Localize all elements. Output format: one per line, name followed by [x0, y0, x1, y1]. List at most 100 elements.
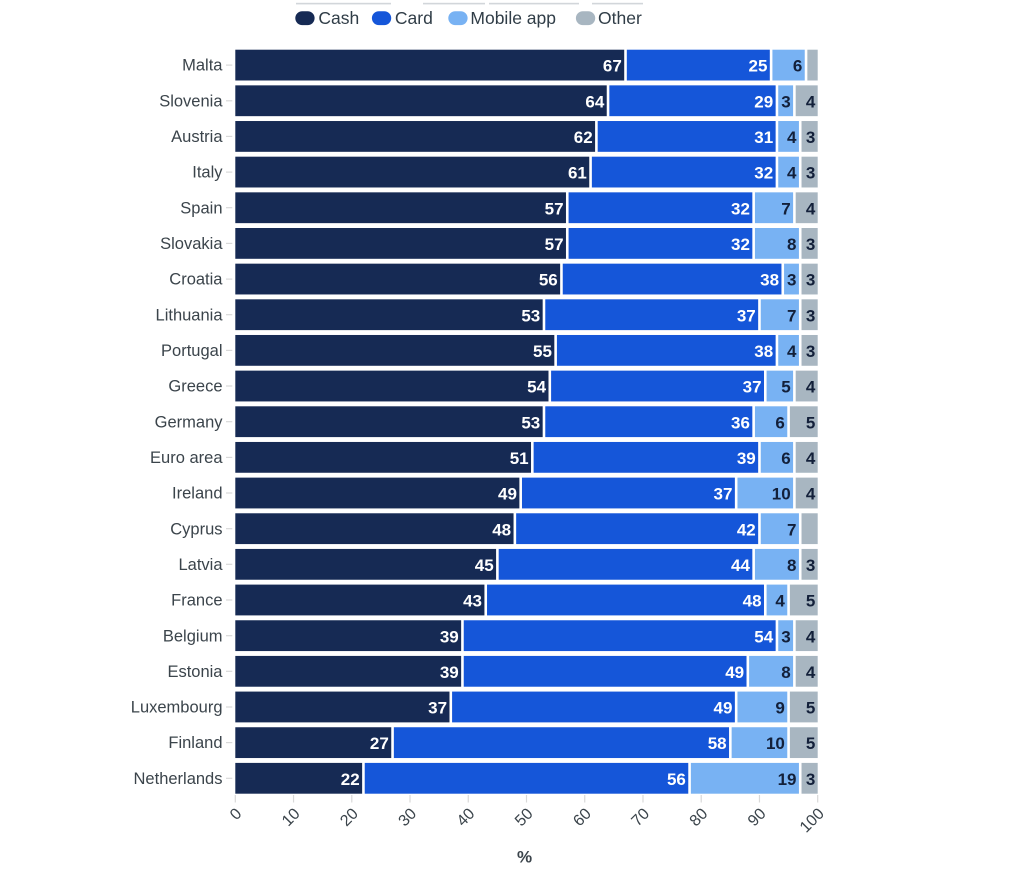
svg-text:32: 32: [754, 164, 773, 183]
svg-text:Cash: Cash: [318, 8, 359, 28]
svg-text:Greece: Greece: [168, 378, 222, 396]
svg-text:Belgium: Belgium: [163, 627, 223, 645]
svg-text:44: 44: [731, 556, 750, 575]
svg-text:Cyprus: Cyprus: [170, 520, 222, 538]
svg-text:62: 62: [574, 128, 593, 147]
svg-text:Euro area: Euro area: [150, 449, 223, 467]
svg-text:19: 19: [778, 770, 797, 789]
svg-text:43: 43: [463, 592, 482, 611]
svg-text:3: 3: [806, 235, 815, 254]
svg-text:5: 5: [806, 734, 815, 753]
svg-text:51: 51: [510, 449, 529, 468]
svg-text:8: 8: [787, 235, 796, 254]
svg-text:54: 54: [527, 378, 546, 397]
svg-text:49: 49: [498, 485, 517, 504]
svg-text:Portugal: Portugal: [161, 342, 222, 360]
svg-text:Croatia: Croatia: [169, 271, 223, 289]
svg-text:48: 48: [743, 592, 762, 611]
svg-text:4: 4: [806, 449, 816, 468]
svg-text:4: 4: [787, 342, 797, 361]
svg-text:38: 38: [760, 271, 779, 290]
svg-text:Germany: Germany: [155, 413, 224, 431]
svg-text:49: 49: [714, 699, 733, 718]
svg-text:Italy: Italy: [192, 164, 223, 182]
svg-text:3: 3: [787, 271, 796, 290]
svg-text:3: 3: [806, 342, 815, 361]
svg-text:56: 56: [539, 271, 558, 290]
svg-text:8: 8: [781, 663, 790, 682]
svg-text:53: 53: [521, 413, 540, 432]
svg-text:Lithuania: Lithuania: [156, 306, 224, 324]
svg-text:32: 32: [731, 235, 750, 254]
svg-text:38: 38: [754, 342, 773, 361]
svg-text:55: 55: [533, 342, 552, 361]
svg-text:32: 32: [731, 199, 750, 218]
svg-text:54: 54: [754, 627, 773, 646]
svg-text:10: 10: [766, 734, 785, 753]
svg-text:27: 27: [370, 734, 389, 753]
svg-text:57: 57: [545, 199, 564, 218]
svg-text:64: 64: [585, 92, 604, 111]
svg-text:37: 37: [428, 699, 447, 718]
svg-text:57: 57: [545, 235, 564, 254]
svg-text:Estonia: Estonia: [167, 663, 223, 681]
svg-text:4: 4: [806, 199, 816, 218]
svg-text:39: 39: [440, 627, 459, 646]
svg-text:22: 22: [341, 770, 360, 789]
svg-text:8: 8: [787, 556, 796, 575]
svg-text:%: %: [517, 848, 532, 867]
svg-text:France: France: [171, 592, 222, 610]
svg-text:5: 5: [806, 699, 815, 718]
svg-text:Other: Other: [598, 8, 642, 28]
svg-text:9: 9: [775, 699, 784, 718]
svg-text:31: 31: [754, 128, 773, 147]
svg-text:4: 4: [787, 128, 797, 147]
svg-text:Spain: Spain: [180, 199, 222, 217]
svg-text:4: 4: [806, 92, 816, 111]
svg-text:4: 4: [806, 378, 816, 397]
svg-text:45: 45: [475, 556, 494, 575]
svg-text:6: 6: [775, 413, 784, 432]
svg-text:10: 10: [772, 485, 791, 504]
svg-text:37: 37: [714, 485, 733, 504]
svg-text:56: 56: [667, 770, 686, 789]
svg-text:29: 29: [754, 92, 773, 111]
svg-text:48: 48: [492, 520, 511, 539]
svg-text:61: 61: [568, 164, 587, 183]
svg-text:3: 3: [806, 128, 815, 147]
svg-text:4: 4: [806, 663, 816, 682]
svg-text:Malta: Malta: [182, 57, 223, 75]
svg-text:3: 3: [781, 627, 790, 646]
svg-text:4: 4: [775, 592, 785, 611]
svg-text:25: 25: [748, 57, 767, 76]
svg-text:5: 5: [781, 378, 790, 397]
svg-text:Slovenia: Slovenia: [159, 92, 223, 110]
svg-text:36: 36: [731, 413, 750, 432]
svg-text:3: 3: [806, 306, 815, 325]
svg-text:Finland: Finland: [168, 734, 222, 752]
svg-text:7: 7: [787, 306, 796, 325]
svg-text:Ireland: Ireland: [172, 485, 222, 503]
svg-text:4: 4: [806, 485, 816, 504]
svg-text:Slovakia: Slovakia: [160, 235, 223, 253]
svg-text:39: 39: [737, 449, 756, 468]
svg-text:42: 42: [737, 520, 756, 539]
svg-text:39: 39: [440, 663, 459, 682]
svg-text:37: 37: [737, 306, 756, 325]
svg-text:4: 4: [806, 627, 816, 646]
svg-text:3: 3: [806, 770, 815, 789]
svg-text:Mobile app: Mobile app: [470, 8, 556, 28]
svg-text:5: 5: [806, 592, 815, 611]
svg-text:67: 67: [603, 57, 622, 76]
svg-text:7: 7: [787, 520, 796, 539]
svg-text:6: 6: [781, 449, 790, 468]
svg-text:58: 58: [708, 734, 727, 753]
svg-text:Austria: Austria: [171, 128, 223, 146]
svg-text:Card: Card: [395, 8, 433, 28]
svg-text:3: 3: [781, 92, 790, 111]
svg-text:Luxembourg: Luxembourg: [131, 699, 223, 717]
svg-text:Latvia: Latvia: [178, 556, 223, 574]
svg-text:Netherlands: Netherlands: [134, 770, 223, 788]
svg-text:37: 37: [743, 378, 762, 397]
svg-text:3: 3: [806, 271, 815, 290]
